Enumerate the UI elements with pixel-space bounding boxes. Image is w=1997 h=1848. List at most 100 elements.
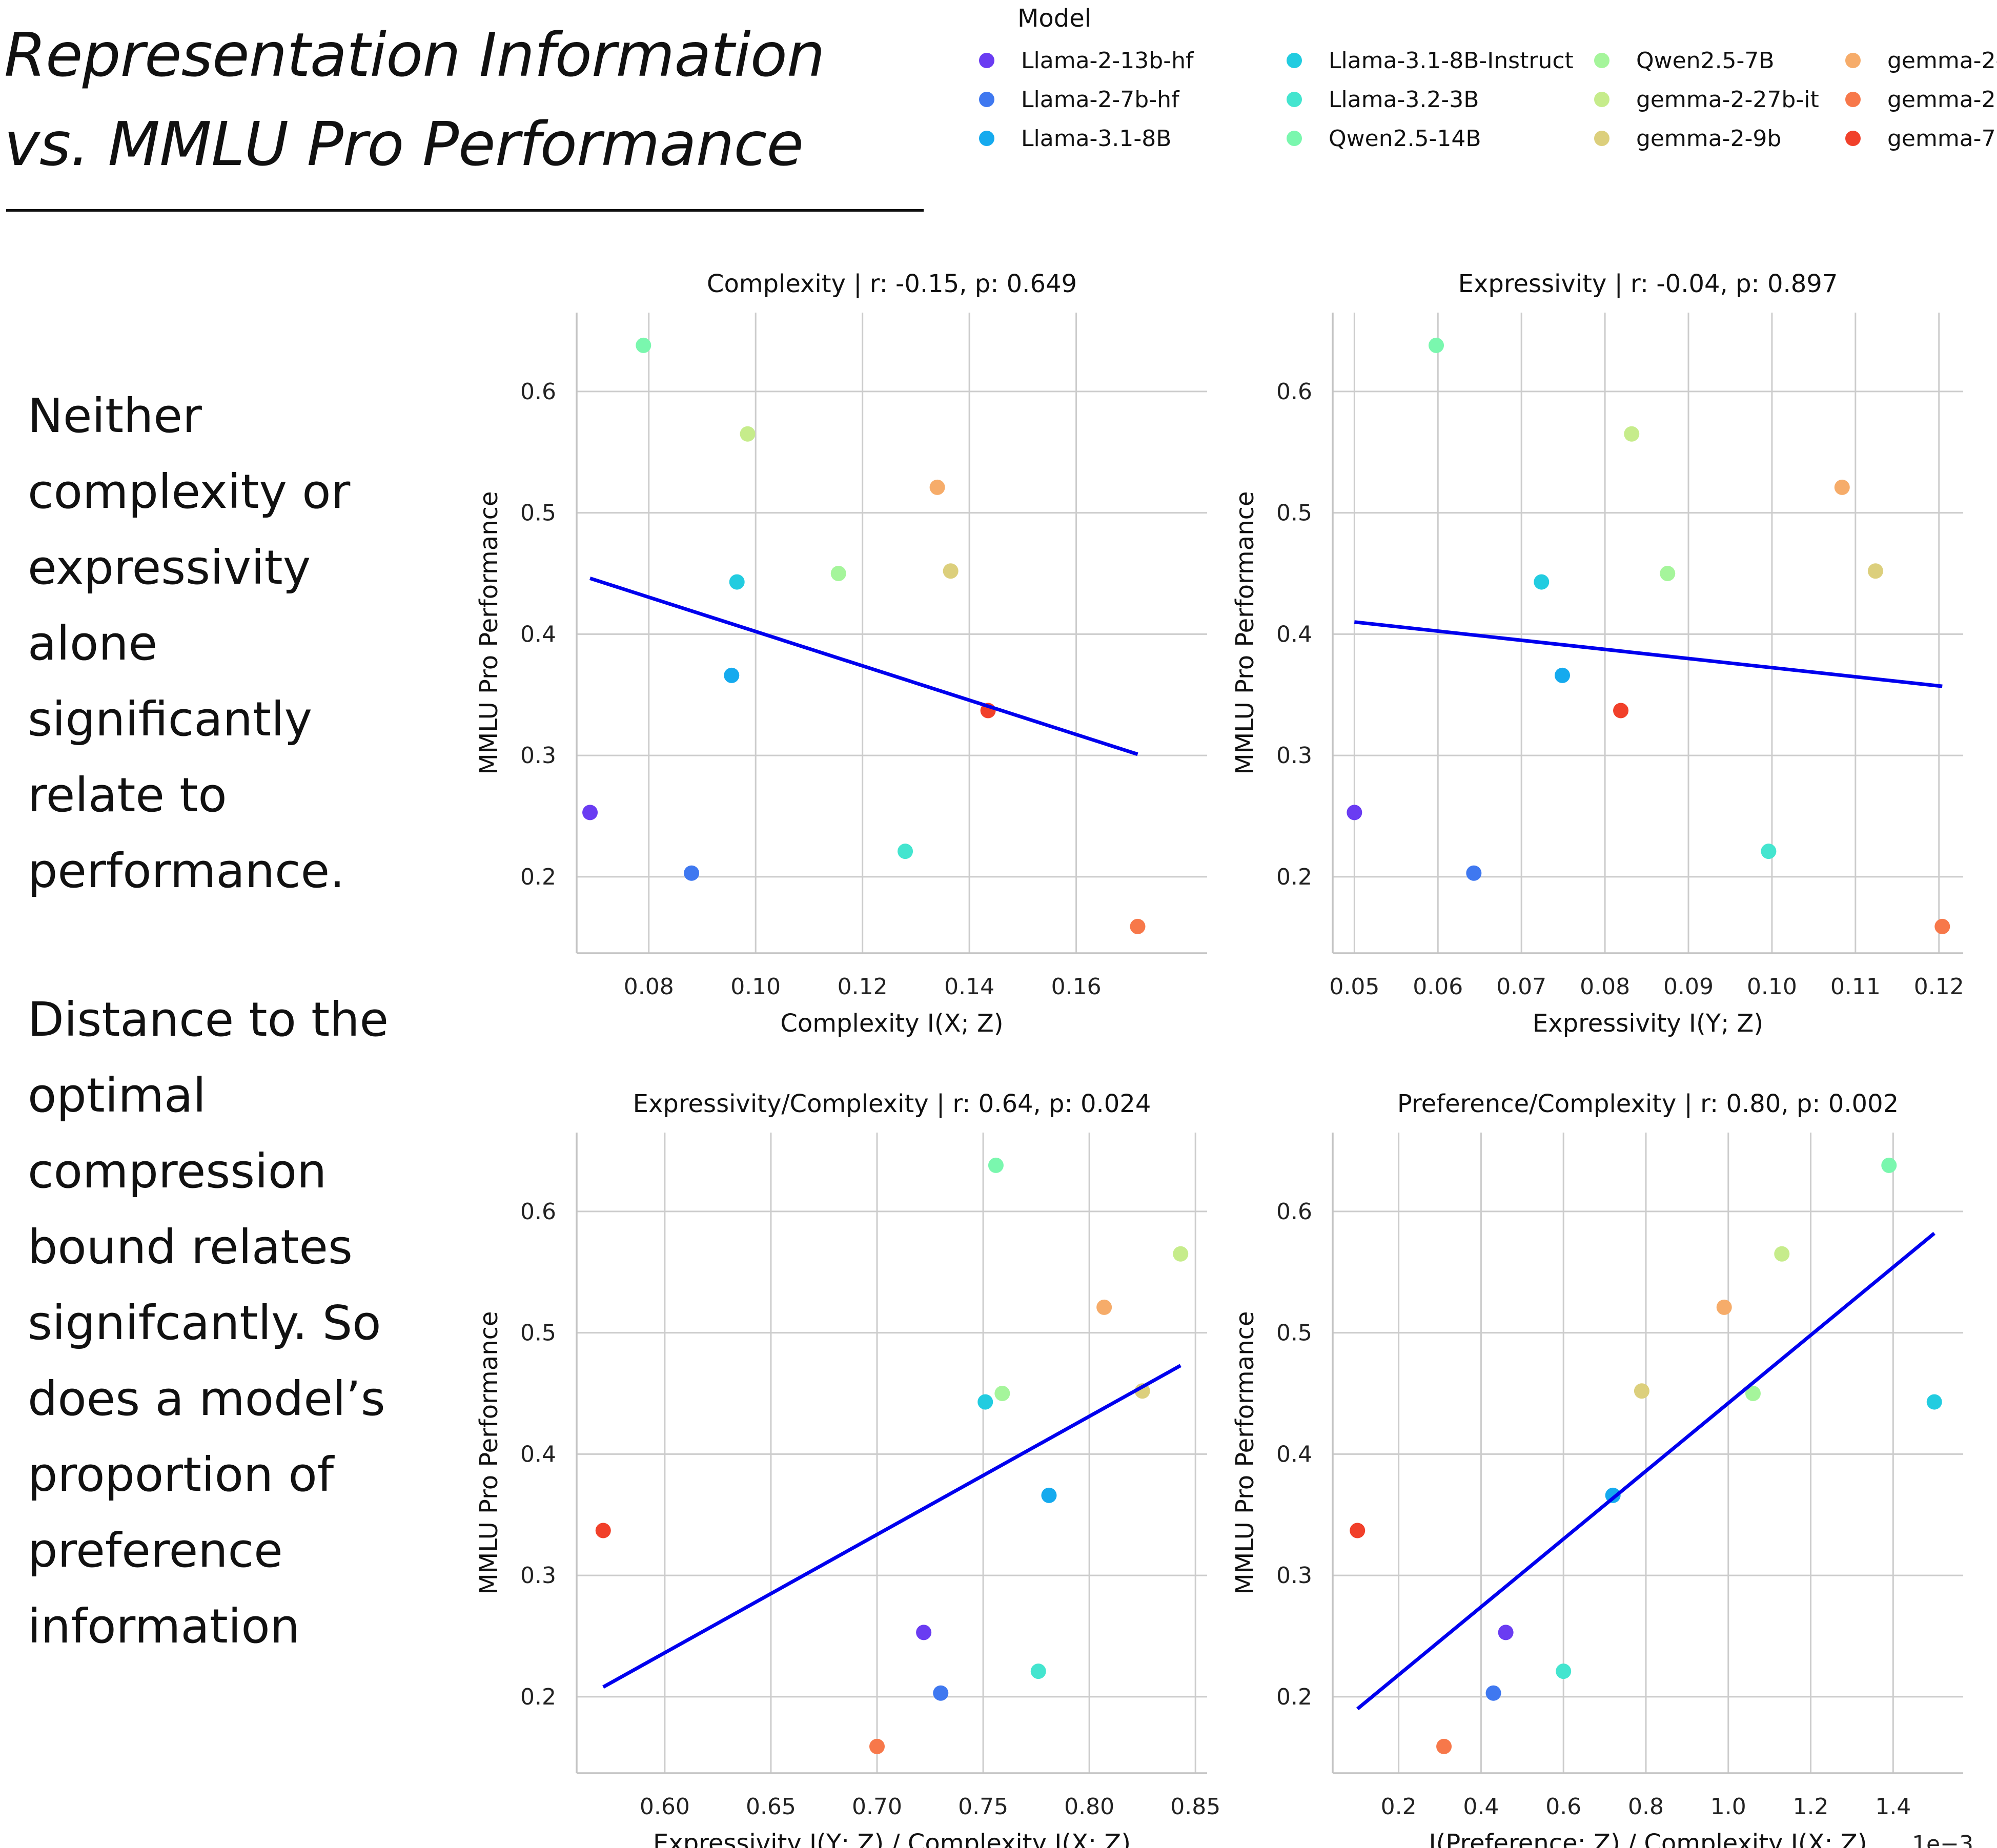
x-tick-label: 0.10 [730, 974, 781, 1000]
x-tick-label: 0.11 [1830, 974, 1881, 1000]
chart-title: Complexity | r: -0.15, p: 0.649 [707, 270, 1077, 298]
data-point [729, 574, 745, 590]
legend-item: Llama-3.2-3B [1287, 80, 1479, 119]
legend: Llama-2-13b-hf Llama-2-7b-hf Llama-3.1-8B L… [923, 41, 1997, 164]
legend-label: gemma-2-27b-it [1636, 86, 1819, 113]
legend-item: Llama-2-13b-hf [979, 41, 1193, 80]
data-point [933, 1685, 949, 1701]
legend-label: Llama-3.2-3B [1329, 86, 1479, 113]
y-axis-label: MMLU Pro Performance [475, 1311, 503, 1594]
y-tick-label: 0.6 [520, 379, 556, 405]
x-axis-label: Expressivity I(Y; Z) / Complexity I(X; Z… [653, 1829, 1131, 1848]
data-point [1041, 1487, 1057, 1503]
x-tick-label: 0.6 [1545, 1794, 1581, 1820]
y-tick-label: 0.2 [1276, 1684, 1312, 1710]
data-point [943, 563, 959, 579]
y-tick-label: 0.5 [1276, 500, 1312, 526]
x-tick-label: 0.4 [1463, 1794, 1499, 1820]
data-point [595, 1523, 611, 1538]
data-point [929, 479, 945, 495]
y-tick-label: 0.4 [520, 621, 556, 647]
data-point [1555, 667, 1571, 683]
y-tick-label: 0.4 [520, 1441, 556, 1467]
data-point [1347, 805, 1362, 820]
legend-label: gemma-7b [1887, 125, 1997, 152]
y-tick-label: 0.4 [1276, 621, 1312, 647]
data-point [1761, 844, 1777, 859]
legend-swatch [979, 131, 994, 146]
y-tick-label: 0.3 [520, 743, 556, 769]
x-tick-label: 0.07 [1496, 974, 1546, 1000]
data-point [1466, 865, 1482, 881]
regression-line [589, 577, 1138, 756]
x-tick-label: 0.05 [1329, 974, 1379, 1000]
page-title-line-2: vs. MMLU Pro Performance [4, 109, 804, 179]
legend-swatch [1845, 53, 1861, 68]
x-tick-label: 1.4 [1875, 1794, 1911, 1820]
chart-2: 0.05 0.06 0.07 0.08 0.09 0.10 0.11 0.12 0.2 0.3 0.… [1231, 270, 1964, 1038]
chart-title: Expressivity/Complexity | r: 0.64, p: 0.… [633, 1090, 1151, 1118]
legend-item: gemma-2-27b-it [1594, 80, 1819, 119]
data-point [1634, 1383, 1649, 1399]
chart-4: 0.2 0.4 0.6 0.8 1.0 1.2 1.4 0.2 0.3 0.4 0.5 0.6 Pref… [1231, 1090, 1973, 1848]
data-point [684, 865, 700, 881]
data-point [1350, 1523, 1366, 1538]
legend-swatch [1287, 131, 1302, 146]
legend-item: gemma-2-9b-it [1845, 41, 1997, 80]
data-point [1498, 1625, 1514, 1640]
x-tick-label: 0.08 [624, 974, 674, 1000]
y-axis-label: MMLU Pro Performance [1231, 491, 1259, 774]
side-commentary: Neither complexity or expressivity alone… [28, 378, 402, 1665]
data-point [1624, 426, 1640, 442]
data-point [1436, 1738, 1452, 1754]
data-point [977, 1394, 993, 1410]
commentary-paragraph-2: Distance to the optimal compression boun… [28, 992, 389, 1654]
data-point [1130, 918, 1146, 934]
legend-item: Llama-3.1-8B-Instruct [1287, 41, 1574, 80]
data-point [1429, 337, 1444, 353]
legend-label: Qwen2.5-14B [1329, 125, 1481, 152]
x-tick-label: 0.85 [1170, 1794, 1220, 1820]
legend-swatch [1845, 92, 1861, 107]
x-tick-label: 0.16 [1051, 974, 1102, 1000]
data-point [740, 426, 756, 442]
data-point [1613, 703, 1629, 718]
legend-label: gemma-2-9b-it [1887, 47, 1997, 74]
page-title-line-1: Representation Information [4, 19, 825, 90]
data-point [1745, 1385, 1761, 1401]
legend-swatch [1287, 53, 1302, 68]
y-tick-label: 0.2 [1276, 864, 1312, 890]
y-tick-label: 0.3 [520, 1563, 556, 1589]
data-point [1774, 1246, 1790, 1262]
data-point [988, 1157, 1004, 1173]
y-tick-label: 0.4 [1276, 1441, 1312, 1467]
commentary-paragraph-1: Neither complexity or expressivity alone… [28, 388, 351, 898]
legend-item: Qwen2.5-14B [1287, 119, 1481, 158]
x-axis-label: Expressivity I(Y; Z) [1533, 1009, 1763, 1038]
legend-label: gemma-2-9b [1636, 125, 1782, 152]
data-point [994, 1385, 1010, 1401]
y-tick-label: 0.6 [520, 1199, 556, 1225]
data-point [869, 1738, 885, 1754]
data-point [582, 805, 598, 820]
legend-swatch [1845, 131, 1861, 146]
data-point [1534, 574, 1550, 590]
legend-swatch [979, 53, 994, 68]
y-tick-label: 0.5 [520, 500, 556, 526]
y-tick-label: 0.6 [1276, 379, 1312, 405]
legend-label: Llama-3.1-8B-Instruct [1329, 47, 1574, 74]
legend-swatch [1594, 53, 1609, 68]
x-axis-label: I(Preference; Z) / Complexity I(X; Z) [1429, 1829, 1867, 1848]
x-tick-label: 0.60 [640, 1794, 690, 1820]
chart-3: 0.60 0.65 0.70 0.75 0.80 0.85 0.2 0.3 0.4 0.5 0.6 E… [475, 1090, 1220, 1848]
legend-item: gemma-2-9b [1594, 119, 1781, 158]
legend-label: Qwen2.5-7B [1636, 47, 1775, 74]
legend-title: Model [1017, 4, 1092, 33]
x-tick-label: 1.2 [1793, 1794, 1829, 1820]
data-point [1173, 1246, 1189, 1262]
x-tick-label: 1.0 [1710, 1794, 1746, 1820]
legend-swatch [1594, 131, 1609, 146]
data-point [898, 844, 913, 859]
x-tick-label: 0.08 [1580, 974, 1630, 1000]
